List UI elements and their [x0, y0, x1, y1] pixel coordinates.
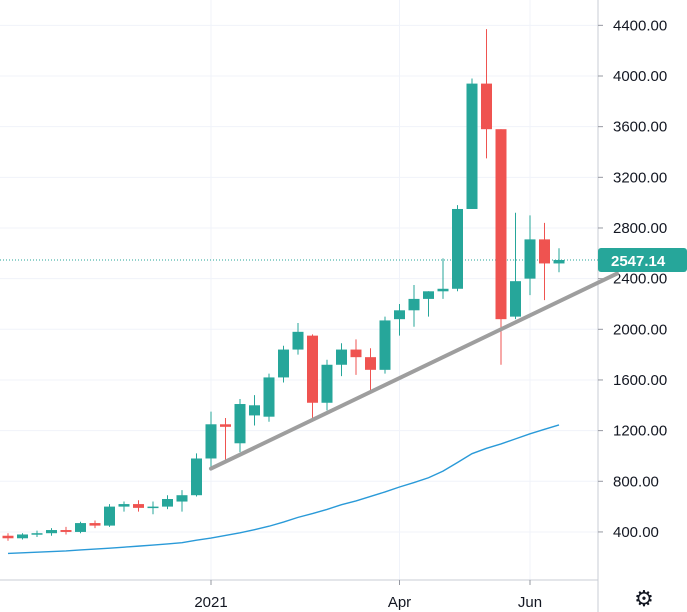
candle-body[interactable] — [162, 499, 173, 507]
x-tick-label: 2021 — [194, 594, 227, 611]
candle-body[interactable] — [147, 506, 159, 509]
candle-body[interactable] — [481, 83, 492, 130]
y-tick-label: 2800.00 — [613, 220, 667, 237]
y-tick-label: 800.00 — [613, 473, 659, 490]
y-tick-label: 400.00 — [613, 524, 659, 541]
candle-body[interactable] — [31, 533, 43, 535]
candle-body[interactable] — [220, 424, 231, 427]
candle-body[interactable] — [278, 349, 289, 378]
candle-body[interactable] — [350, 349, 362, 358]
candle-body[interactable] — [2, 535, 14, 539]
candle-body[interactable] — [104, 506, 115, 526]
candle-body[interactable] — [46, 530, 57, 534]
candle-body[interactable] — [495, 129, 507, 320]
y-tick-label: 4000.00 — [613, 68, 667, 85]
candle-body[interactable] — [437, 288, 449, 292]
candle-body[interactable] — [118, 504, 130, 507]
candle-body[interactable] — [365, 357, 376, 370]
last-price-badge — [598, 248, 687, 273]
candle-body[interactable] — [553, 260, 565, 264]
x-tick-label: Jun — [518, 594, 542, 611]
y-tick-label: 1600.00 — [613, 372, 667, 389]
candle-body[interactable] — [510, 281, 521, 317]
candle-body[interactable] — [263, 377, 275, 417]
candle-body[interactable] — [336, 349, 347, 365]
y-tick-label: 3600.00 — [613, 119, 667, 136]
gear-icon[interactable]: ⚙ — [634, 586, 654, 611]
candle-body[interactable] — [524, 239, 536, 279]
candle-body[interactable] — [60, 530, 72, 532]
candle-body[interactable] — [176, 495, 188, 502]
last-price-label: 2547.14 — [611, 253, 666, 270]
y-tick-label: 2400.00 — [613, 271, 667, 288]
candle-body[interactable] — [205, 424, 217, 459]
y-tick-label: 1200.00 — [613, 423, 667, 440]
candle-body[interactable] — [191, 458, 202, 496]
candle-body[interactable] — [394, 310, 405, 320]
candle-body[interactable] — [292, 331, 304, 350]
candle-body[interactable] — [321, 364, 333, 403]
x-tick-label: Apr — [388, 594, 411, 611]
candle-body[interactable] — [452, 208, 463, 289]
candle-body[interactable] — [379, 320, 391, 370]
candle-body[interactable] — [408, 298, 420, 311]
candle-body[interactable] — [249, 405, 260, 416]
candle-body[interactable] — [75, 523, 86, 532]
y-tick-label: 4400.00 — [613, 17, 667, 34]
candle-body[interactable] — [89, 523, 101, 526]
moving-average-line[interactable] — [7, 424, 560, 555]
candle-body[interactable] — [133, 504, 144, 508]
trendline[interactable] — [209, 271, 619, 471]
candle-body[interactable] — [307, 335, 318, 403]
candle-body[interactable] — [234, 404, 246, 444]
candle-body[interactable] — [466, 83, 478, 209]
y-tick-label: 3200.00 — [613, 169, 667, 186]
y-tick-label: 2000.00 — [613, 321, 667, 338]
candle-body[interactable] — [17, 534, 28, 539]
candle-body[interactable] — [423, 291, 434, 299]
candle-body[interactable] — [539, 239, 550, 264]
